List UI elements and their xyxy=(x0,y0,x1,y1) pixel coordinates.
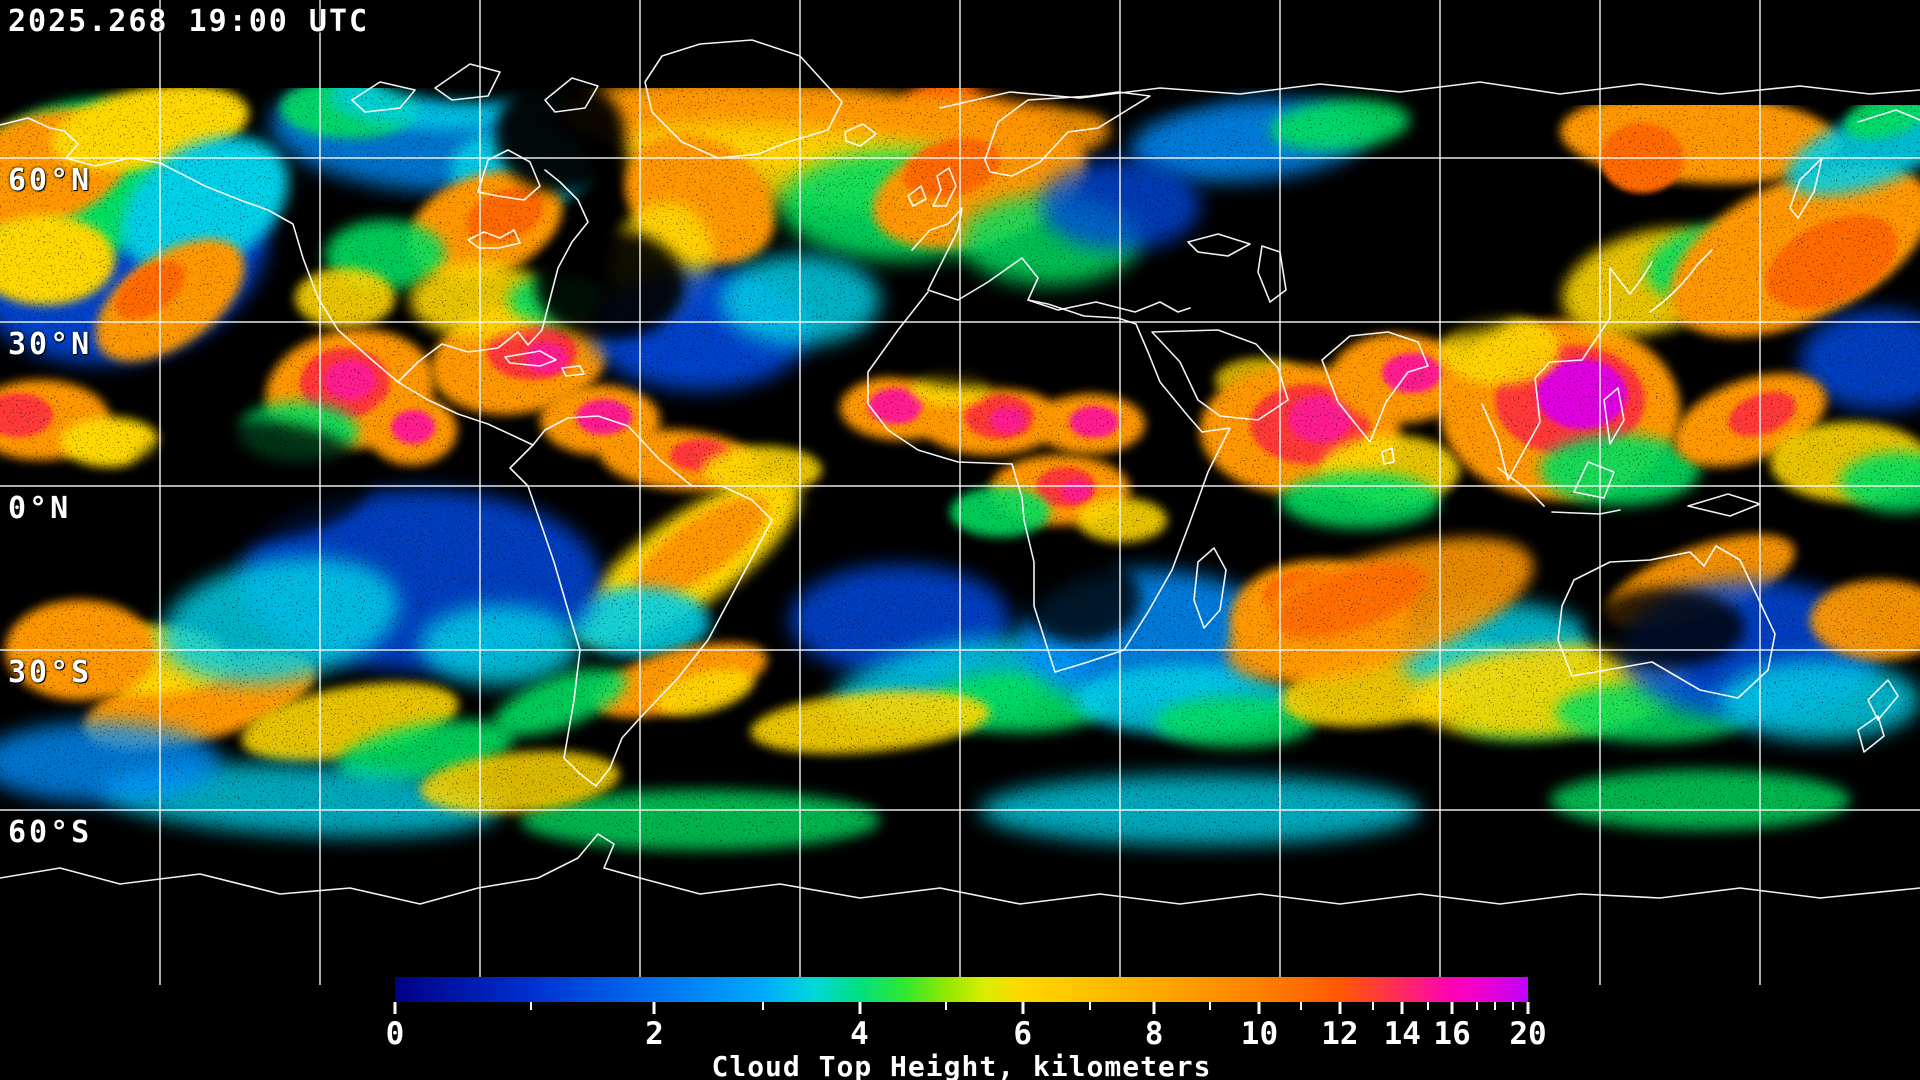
colorbar-tick-label: 16 xyxy=(1433,1016,1471,1052)
coastline-path xyxy=(1557,545,1776,699)
coastline-path xyxy=(467,229,521,249)
coastline-path xyxy=(1481,261,1653,481)
coastline-path xyxy=(0,117,534,446)
colorbar-tick-0 xyxy=(393,1002,397,1014)
colorbar-tick-label: 10 xyxy=(1240,1016,1279,1052)
latitude-label: 60°S xyxy=(8,815,93,850)
no-data-band-east xyxy=(1540,88,1920,105)
coastline-path xyxy=(1649,249,1713,313)
colorbar-tick-19 xyxy=(1512,1002,1515,1010)
colorbar-tick-11 xyxy=(1300,1002,1303,1010)
coastline-path xyxy=(509,415,773,787)
colorbar-tick-17 xyxy=(1476,1002,1478,1010)
coastline-path xyxy=(1187,233,1251,257)
coastline-path xyxy=(1497,467,1545,507)
coastline-path xyxy=(1381,447,1395,465)
coastline-path xyxy=(1193,547,1227,629)
latitude-label: 30°S xyxy=(8,655,93,690)
colorbar-tick-label: 2 xyxy=(645,1016,664,1052)
colorbar-tick-20 xyxy=(1526,1002,1530,1014)
colorbar-tick-4 xyxy=(858,1002,862,1014)
coastline-path xyxy=(907,167,957,207)
coastline-path xyxy=(844,123,877,147)
colorbar-tick-label: 8 xyxy=(1144,1016,1164,1052)
colorbar-tick-15 xyxy=(1427,1002,1430,1010)
colorbar-tick-6 xyxy=(1021,1002,1025,1014)
coastline-path xyxy=(1857,109,1920,123)
coastline-path xyxy=(1857,679,1899,753)
coastline-path xyxy=(1573,461,1615,499)
colorbar-tick-14 xyxy=(1400,1002,1404,1014)
coastline-path xyxy=(1257,245,1287,303)
coastline-path xyxy=(1151,329,1289,421)
colorbar-tick-8 xyxy=(1152,1002,1156,1014)
colorbar-tick-16 xyxy=(1450,1002,1454,1014)
timestamp: 2025.268 19:00 UTC xyxy=(8,4,370,39)
coastline-path xyxy=(397,169,589,383)
world-map xyxy=(0,0,1920,985)
colorbar-tick-label: 4 xyxy=(850,1016,869,1052)
lat-lon-grid xyxy=(0,0,1920,985)
colorbar-tick-18 xyxy=(1494,1002,1497,1010)
coastline-path xyxy=(504,350,585,377)
coastline-path xyxy=(434,63,501,101)
colorbar-tick-label: 6 xyxy=(1013,1016,1032,1052)
colorbar-tick-label: 20 xyxy=(1509,1016,1547,1052)
colorbar-tick-13 xyxy=(1371,1002,1374,1010)
colorbar-tick-7 xyxy=(1088,1002,1091,1010)
latitude-label: 0°N xyxy=(8,491,72,526)
colorbar-title: Cloud Top Height, kilometers xyxy=(711,1050,1212,1080)
coastline-path xyxy=(0,833,1920,905)
colorbar-tick-label: 0 xyxy=(385,1016,405,1052)
colorbar-tick-10 xyxy=(1257,1002,1261,1014)
colorbar-tick-3 xyxy=(762,1002,765,1010)
coastline-path xyxy=(544,77,599,113)
colorbar-tick-12 xyxy=(1338,1002,1342,1014)
latitude-label: 30°N xyxy=(8,327,93,362)
coastline-path xyxy=(911,207,1191,313)
coastline-path xyxy=(1321,331,1429,443)
colorbar-tick-1 xyxy=(529,1002,532,1010)
coastline-path xyxy=(1789,157,1823,219)
colorbar-tick-label: 12 xyxy=(1321,1016,1359,1052)
coastline-path xyxy=(1603,387,1625,445)
coastline-path xyxy=(351,81,416,113)
colorbar-tick-label: 14 xyxy=(1383,1016,1421,1052)
colorbar-tick-9 xyxy=(1208,1002,1211,1010)
coastline-path xyxy=(644,39,843,159)
coastline-path xyxy=(984,91,1151,177)
colorbar-tick-5 xyxy=(944,1002,947,1010)
colorbar-tick-2 xyxy=(652,1002,656,1014)
latitude-label: 60°N xyxy=(8,163,93,198)
